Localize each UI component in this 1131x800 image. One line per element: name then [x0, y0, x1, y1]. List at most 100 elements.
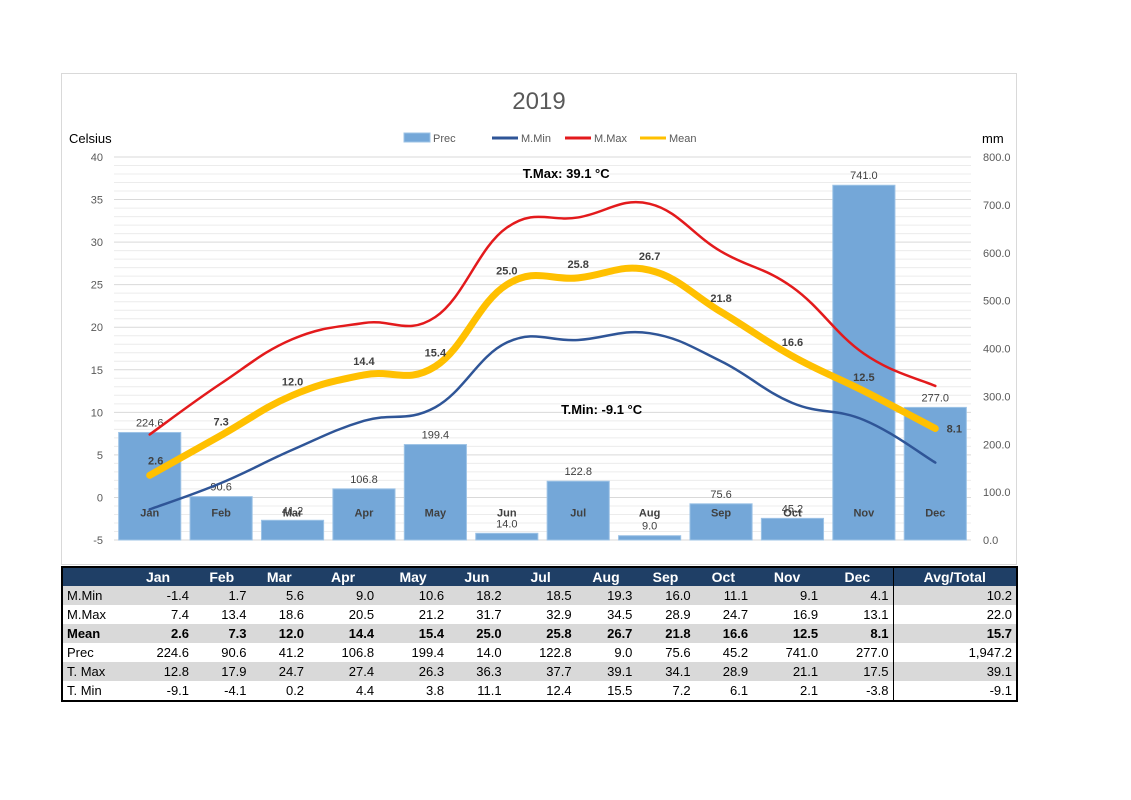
legend-label: Mean: [669, 133, 697, 145]
table-cell: 16.6: [694, 624, 753, 643]
y2-tick-label: 700.0: [983, 200, 1011, 212]
y-tick-label: 10: [91, 407, 103, 419]
line-mean: [146, 264, 939, 479]
mean-value-label: 21.8: [710, 293, 731, 305]
mean-value-label: 7.3: [213, 416, 228, 428]
table-cell: 3.8: [426, 683, 445, 698]
bar-prec: [189, 496, 253, 541]
table-cell: 8.1: [822, 624, 893, 643]
table-total-cell: -9.1: [892, 681, 1017, 701]
table-cell: 277.0: [855, 645, 889, 660]
table-cell: 122.8: [539, 645, 572, 660]
mean-value-label: 2.6: [148, 455, 163, 467]
table-cell: 37.7: [505, 662, 576, 681]
table-cell: 18.2: [448, 586, 506, 605]
table-cell: 9.0: [308, 586, 379, 605]
data-table-container: Jan Feb Mar Apr May Jun Jul Aug Sep Oct Nov Dec Avg/…: [61, 566, 1018, 702]
annotation-label: T.Max: 39.1 °C: [523, 166, 610, 181]
table-header-cell: Avg/Total: [892, 567, 1017, 586]
table-cell: 16.0: [636, 586, 695, 605]
table-total-cell: 10.2: [892, 586, 1017, 605]
table-header-row: Jan Feb Mar Apr May Jun Jul Aug Sep Oct Nov Dec Avg/…: [62, 567, 1017, 586]
x-tick-label: Jan: [140, 507, 159, 519]
y2-tick-label: 600.0: [983, 248, 1011, 260]
table-cell: 4.4: [355, 683, 375, 698]
table-cell: 25.0: [448, 624, 506, 643]
y-tick-label: 35: [91, 195, 103, 207]
bar-prec: [260, 519, 325, 541]
mean-value-label: 15.4: [425, 347, 447, 359]
bar-value-label: 9.0: [642, 521, 657, 533]
y2-tick-label: 500.0: [983, 296, 1011, 308]
climate-data-table: Jan Feb Mar Apr May Jun Jul Aug Sep Oct Nov Dec Avg/…: [61, 566, 1018, 702]
legend-label: M.Max: [594, 133, 628, 145]
x-tick-label: Nov: [853, 507, 875, 519]
table-cell: 13.1: [863, 607, 889, 622]
table-cell: 4.1: [822, 586, 893, 605]
bar-prec: [118, 431, 182, 541]
y-tick-label: 30: [91, 237, 103, 249]
table-cell: 21.8: [636, 624, 695, 643]
x-tick-label: Sep: [711, 507, 731, 519]
x-tick-label: Oct: [783, 507, 802, 519]
bar-prec: [618, 535, 682, 541]
bar-value-label: 122.8: [564, 466, 592, 478]
table-header-cell: Jul: [505, 567, 576, 586]
table-cell: 6.1: [730, 683, 749, 698]
legend-swatch-prec: [403, 132, 431, 143]
mean-value-label: 14.4: [353, 356, 375, 368]
table-row: Prec 224.6 90.6 41.2 106.8 199.4 14.0 122.8 9.0 7…: [62, 643, 1017, 662]
x-tick-label: Jul: [570, 507, 586, 519]
y2-axis-title: mm: [982, 131, 1004, 146]
table-row: M.Max 7.4 13.4 18.6 20.5 21.2 31.7 32.9 34.5 28.9…: [62, 605, 1017, 624]
table-cell: 21.2: [418, 607, 445, 622]
table-cell: 741.0: [785, 645, 819, 660]
table-header-cell: Sep: [636, 567, 695, 586]
legend-label: Prec: [433, 133, 456, 145]
y-tick-label: 5: [97, 450, 103, 462]
table-cell: 19.3: [575, 586, 637, 605]
x-tick-label: Apr: [354, 507, 374, 519]
bar-value-label: 14.0: [496, 518, 517, 530]
table-cell: 24.7: [722, 607, 749, 622]
table-total-cell: 15.7: [892, 624, 1017, 643]
bar-value-label: 199.4: [422, 430, 450, 442]
table-cell: 36.3: [448, 662, 506, 681]
table-cell: -1.4: [123, 586, 194, 605]
x-tick-label: Mar: [283, 507, 303, 519]
table-cell: 34.5: [607, 607, 633, 622]
table-header-corner: [62, 567, 123, 586]
table-row-label: T. Min: [67, 683, 102, 698]
bar-prec: [332, 488, 396, 541]
table-cell: 10.6: [378, 586, 449, 605]
table-cell: 20.5: [348, 607, 375, 622]
bar-prec: [832, 184, 896, 541]
table-cell: 5.6: [250, 586, 309, 605]
table-cell: 45.2: [722, 645, 749, 660]
line-mmax: [148, 200, 937, 436]
chart-area: [61, 73, 1017, 565]
y-tick-label: -5: [93, 535, 103, 547]
table-cell: 21.1: [752, 662, 823, 681]
table-cell: -3.8: [866, 683, 889, 698]
bar-value-label: 41.2: [282, 505, 303, 517]
table-header-cell: Feb: [193, 567, 251, 586]
table-header-cell: Jan: [123, 567, 194, 586]
table-row: M.Min -1.4 1.7 5.6 9.0 10.6 18.2 18.5 19.3 16.0 11…: [62, 586, 1017, 605]
table-cell: 2.6: [123, 624, 194, 643]
table-cell: 12.0: [250, 624, 309, 643]
table-cell: -4.1: [224, 683, 247, 698]
table-cell: 199.4: [411, 645, 445, 660]
table-cell: 28.9: [694, 662, 753, 681]
table-cell: 26.7: [575, 624, 637, 643]
x-tick-label: Jun: [497, 507, 517, 519]
bar-prec: [403, 444, 467, 541]
table-cell: 7.4: [170, 607, 190, 622]
table-total-cell: 39.1: [892, 662, 1017, 681]
y2-tick-label: 400.0: [983, 344, 1011, 356]
table-row-label: M.Max: [67, 607, 106, 622]
table-cell: 17.5: [822, 662, 893, 681]
table-cell: 15.4: [378, 624, 449, 643]
table-cell: 11.1: [477, 683, 502, 698]
table-cell: 224.6: [156, 645, 190, 660]
